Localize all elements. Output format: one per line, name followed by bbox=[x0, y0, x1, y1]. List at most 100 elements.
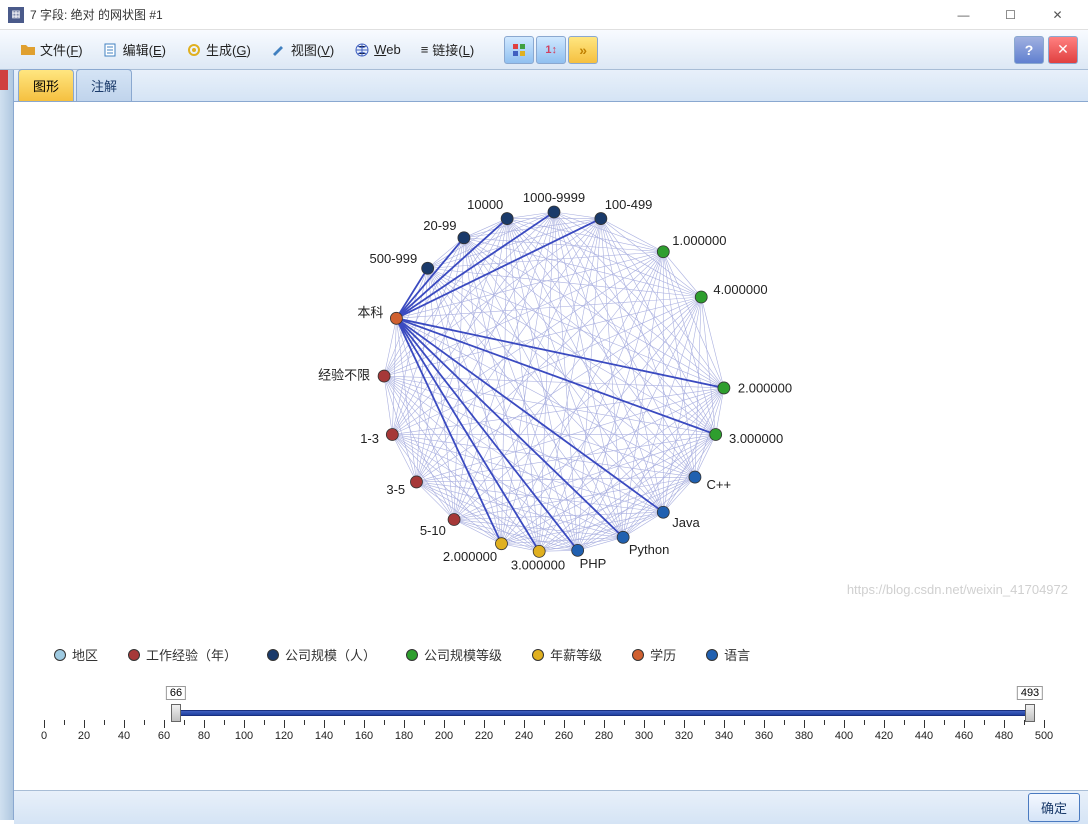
maximize-button[interactable]: ☐ bbox=[988, 1, 1033, 29]
slider-tick-label: 120 bbox=[275, 730, 293, 742]
slider-tick-label: 340 bbox=[715, 730, 733, 742]
menu-view[interactable]: 视图(V) bbox=[261, 36, 344, 63]
node-label: 4.000000 bbox=[713, 282, 767, 297]
network-node[interactable] bbox=[386, 429, 398, 441]
node-label: 2.000000 bbox=[443, 549, 497, 564]
forward-icon: » bbox=[579, 42, 587, 58]
tab-annotation[interactable]: 注解 bbox=[76, 69, 132, 101]
tab-graph[interactable]: 图形 bbox=[18, 69, 74, 101]
node-label: 20-99 bbox=[423, 218, 456, 233]
menu-file[interactable]: 文件(F) bbox=[10, 36, 93, 63]
toolbar-btn-2[interactable]: 1↕ bbox=[536, 36, 566, 64]
legend-item: 地区 bbox=[54, 645, 98, 664]
network-node[interactable] bbox=[501, 213, 513, 225]
legend-dot bbox=[128, 649, 140, 661]
slider-tick-minor bbox=[64, 720, 65, 725]
network-node[interactable] bbox=[689, 471, 701, 483]
network-node[interactable] bbox=[718, 382, 730, 394]
help-button[interactable]: ? bbox=[1014, 36, 1044, 64]
slider-tick bbox=[924, 720, 925, 728]
slider-tick bbox=[1044, 720, 1045, 728]
slider-tick bbox=[564, 720, 565, 728]
slider-tick-label: 240 bbox=[515, 730, 533, 742]
grid-icon bbox=[511, 42, 527, 58]
node-label: 5-10 bbox=[420, 523, 446, 538]
slider-tick-label: 100 bbox=[235, 730, 253, 742]
network-node[interactable] bbox=[572, 544, 584, 556]
network-node[interactable] bbox=[617, 531, 629, 543]
network-node[interactable] bbox=[595, 213, 607, 225]
node-label: Java bbox=[672, 515, 700, 530]
legend-dot bbox=[532, 649, 544, 661]
toolbar-btn-1[interactable] bbox=[504, 36, 534, 64]
node-label: 10000 bbox=[467, 197, 503, 212]
legend-item: 年薪等级 bbox=[532, 645, 602, 664]
slider-tick-label: 260 bbox=[555, 730, 573, 742]
slider-tick-minor bbox=[304, 720, 305, 725]
range-slider[interactable]: 6649302040608010012014016018020022024026… bbox=[44, 690, 1058, 730]
network-node[interactable] bbox=[695, 291, 707, 303]
toolbar-btn-3[interactable]: » bbox=[568, 36, 598, 64]
slider-tick-minor bbox=[664, 720, 665, 725]
menu-edit[interactable]: 编辑(E) bbox=[93, 36, 176, 63]
legend: 地区工作经验（年）公司规模（人）公司规模等级年薪等级学历语言 bbox=[14, 637, 1088, 672]
network-node[interactable] bbox=[410, 476, 422, 488]
network-node[interactable] bbox=[548, 206, 560, 218]
node-label: 1-3 bbox=[360, 431, 379, 446]
slider-tick bbox=[364, 720, 365, 728]
slider-tick-minor bbox=[504, 720, 505, 725]
ok-button[interactable]: 确定 bbox=[1028, 793, 1080, 822]
slider-tick-minor bbox=[824, 720, 825, 725]
network-node[interactable] bbox=[390, 312, 402, 324]
legend-item: 公司规模等级 bbox=[406, 645, 502, 664]
network-node[interactable] bbox=[657, 246, 669, 258]
slider-tick bbox=[1004, 720, 1005, 728]
slider-tick bbox=[244, 720, 245, 728]
network-node[interactable] bbox=[710, 429, 722, 441]
slider-value-high: 493 bbox=[1017, 686, 1043, 700]
minimize-button[interactable]: — bbox=[941, 1, 986, 29]
network-node[interactable] bbox=[657, 506, 669, 518]
close-button[interactable]: ✕ bbox=[1035, 1, 1080, 29]
slider-tick bbox=[284, 720, 285, 728]
node-label: 1000-9999 bbox=[523, 190, 585, 205]
network-node[interactable] bbox=[458, 232, 470, 244]
slider-tick-minor bbox=[104, 720, 105, 725]
slider-tick-label: 420 bbox=[875, 730, 893, 742]
slider-tick-minor bbox=[264, 720, 265, 725]
menu-web[interactable]: Web bbox=[344, 38, 411, 62]
slider-tick-label: 500 bbox=[1035, 730, 1053, 742]
node-label: 3.000000 bbox=[511, 557, 565, 572]
menu-file-label: 文件(F) bbox=[40, 40, 83, 59]
slider-tick-minor bbox=[224, 720, 225, 725]
close-x-button[interactable]: ✕ bbox=[1048, 36, 1078, 64]
slider-tick-label: 440 bbox=[915, 730, 933, 742]
menu-generate[interactable]: 生成(G) bbox=[176, 36, 261, 63]
legend-dot bbox=[267, 649, 279, 661]
slider-tick-minor bbox=[584, 720, 585, 725]
slider-tick-minor bbox=[184, 720, 185, 725]
node-label: 经验不限 bbox=[318, 368, 370, 383]
slider-tick-label: 320 bbox=[675, 730, 693, 742]
slider-tick bbox=[804, 720, 805, 728]
network-node[interactable] bbox=[533, 545, 545, 557]
link-icon: ≡ bbox=[421, 42, 429, 57]
legend-dot bbox=[632, 649, 644, 661]
menubar: 文件(F) 编辑(E) 生成(G) 视图(V) Web ≡ 链接(L) 1↕ bbox=[0, 30, 1088, 70]
node-label: 1.000000 bbox=[672, 233, 726, 248]
slider-range[interactable] bbox=[176, 710, 1030, 716]
network-node[interactable] bbox=[448, 514, 460, 526]
node-label: 3-5 bbox=[386, 482, 405, 497]
network-node[interactable] bbox=[422, 262, 434, 274]
network-node[interactable] bbox=[495, 538, 507, 550]
slider-tick-label: 20 bbox=[78, 730, 90, 742]
app-icon: ▦ bbox=[8, 7, 24, 23]
network-node[interactable] bbox=[378, 370, 390, 382]
legend-label: 年薪等级 bbox=[550, 645, 602, 664]
slider-tick-label: 140 bbox=[315, 730, 333, 742]
slider-tick-minor bbox=[544, 720, 545, 725]
slider-tick-label: 480 bbox=[995, 730, 1013, 742]
menu-link[interactable]: ≡ 链接(L) bbox=[411, 36, 485, 63]
slider-tick-label: 220 bbox=[475, 730, 493, 742]
web-icon bbox=[354, 42, 370, 58]
